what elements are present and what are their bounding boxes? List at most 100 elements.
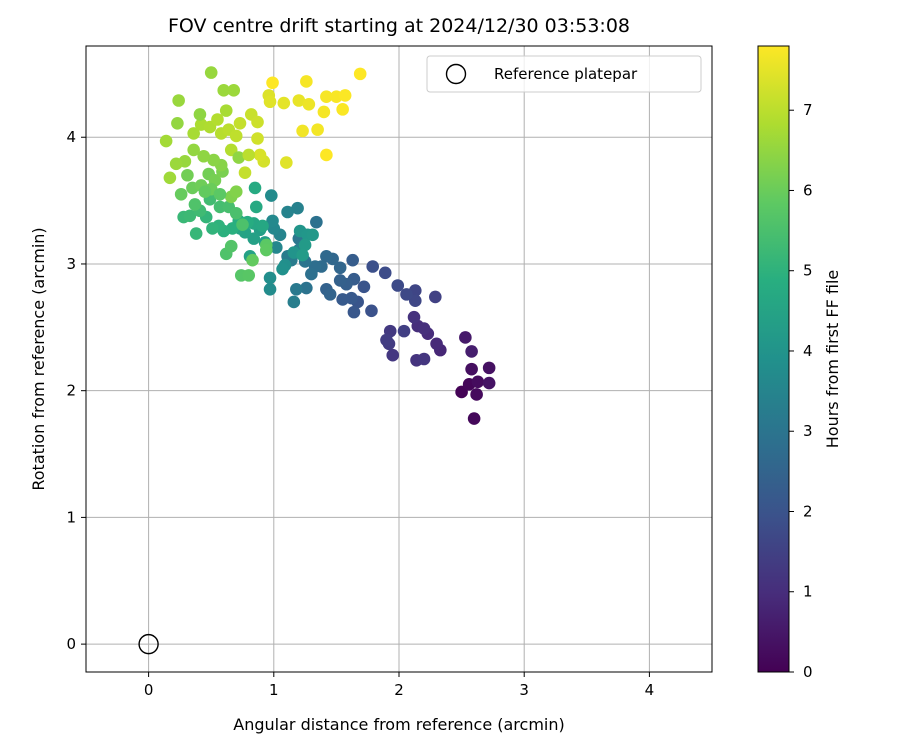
x-tick-label-3: 3	[519, 681, 529, 699]
data-point-8	[459, 331, 472, 344]
data-point-9	[465, 345, 478, 358]
data-point-3	[470, 388, 483, 401]
data-point-47	[305, 267, 318, 281]
data-point-94	[183, 209, 197, 223]
data-point-77	[247, 232, 261, 245]
x-tick-label-0: 0	[144, 681, 154, 699]
colorbar-tick-label-3: 3	[803, 422, 813, 440]
data-point-21	[380, 333, 393, 347]
colorbar-tick-label-2: 2	[803, 502, 813, 520]
data-point-119	[187, 143, 200, 157]
x-tick-label-4: 4	[645, 681, 655, 699]
reference-platepar-marker	[138, 633, 159, 655]
data-point-136	[253, 148, 267, 162]
data-point-7	[482, 376, 496, 390]
colorbar-tick-label-4: 4	[803, 342, 813, 360]
data-point-147	[336, 103, 349, 116]
data-point-100	[236, 218, 249, 231]
data-point-99	[229, 206, 243, 220]
colorbar-label: Hours from first FF file	[823, 270, 842, 449]
legend-marker-open-circle	[445, 63, 467, 85]
data-point-106	[259, 243, 273, 257]
y-axis-ticks: 0 1 2 3 4	[66, 128, 86, 653]
data-point-140	[292, 94, 306, 107]
data-point-23	[429, 290, 442, 304]
data-point-48	[310, 215, 323, 229]
data-point-14	[417, 322, 431, 335]
data-point-117	[207, 153, 221, 167]
data-point-157	[172, 94, 185, 107]
data-point-25	[408, 294, 422, 308]
data-point-22	[397, 324, 411, 338]
data-point-141	[302, 97, 316, 111]
y-tick-label-4: 4	[66, 128, 76, 146]
y-tick-label-2: 2	[66, 382, 76, 400]
data-point-49	[300, 281, 313, 295]
data-point-31	[357, 280, 371, 294]
data-point-131	[233, 116, 247, 130]
data-point-92	[189, 227, 203, 240]
data-point-66	[263, 271, 277, 285]
data-point-15	[407, 310, 421, 324]
data-point-97	[213, 200, 227, 214]
data-point-30	[365, 304, 378, 318]
grid	[86, 46, 712, 672]
data-point-26	[400, 288, 413, 301]
y-axis-label: Rotation from reference (arcmin)	[29, 227, 48, 490]
x-tick-label-1: 1	[269, 681, 279, 699]
colorbar-ticks: 0 1 2 3 4 5 6 7	[789, 101, 813, 681]
data-point-153	[280, 156, 293, 169]
data-point-90	[206, 222, 219, 235]
reference-marker-layer	[138, 633, 159, 655]
data-point-53	[290, 283, 303, 296]
data-point-11	[430, 337, 443, 351]
data-point-44	[320, 250, 333, 263]
y-tick-label-0: 0	[66, 635, 76, 653]
data-point-41	[323, 288, 337, 301]
data-point-130	[229, 129, 243, 143]
data-point-121	[169, 157, 183, 171]
data-point-72	[306, 228, 319, 242]
data-point-18	[386, 348, 400, 362]
data-point-115	[229, 185, 243, 199]
data-point-167	[232, 151, 246, 164]
data-point-64	[264, 189, 278, 202]
data-point-27	[391, 279, 405, 292]
legend: Reference platepar	[426, 55, 702, 93]
data-point-161	[238, 166, 252, 180]
data-point-144	[317, 105, 331, 119]
x-axis-label: Angular distance from reference (arcmin)	[233, 715, 564, 734]
data-point-108	[174, 187, 188, 201]
colorbar-tick-label-0: 0	[803, 663, 813, 681]
colorbar-tick-label-1: 1	[803, 583, 813, 601]
colorbar-tick-label-7: 7	[803, 101, 813, 119]
data-point-145	[320, 90, 333, 103]
chart-title: FOV centre drift starting at 2024/12/30 …	[168, 15, 630, 37]
data-point-35	[336, 293, 349, 306]
x-axis-ticks: 0 1 2 3 4	[144, 672, 654, 699]
data-point-63	[266, 214, 279, 228]
data-point-29	[366, 260, 380, 273]
data-point-74	[296, 248, 309, 262]
data-point-6	[482, 361, 496, 375]
colorbar: 0 1 2 3 4 5 6 7 Hours from first FF file	[757, 45, 842, 681]
data-point-102	[224, 239, 238, 253]
data-point-61	[270, 241, 283, 254]
data-point-123	[159, 134, 173, 148]
data-point-58	[291, 201, 304, 215]
data-point-166	[198, 185, 212, 199]
data-point-168	[242, 148, 256, 162]
data-point-142	[296, 124, 309, 138]
data-point-107	[246, 253, 259, 267]
y-tick-label-1: 1	[66, 508, 76, 526]
data-point-5	[465, 362, 478, 376]
data-point-42	[333, 261, 347, 275]
data-point-160	[219, 104, 233, 117]
data-point-154	[204, 66, 218, 79]
data-point-164	[181, 168, 194, 182]
data-point-148	[338, 89, 352, 102]
data-point-104	[242, 269, 256, 282]
data-point-150	[320, 148, 333, 162]
data-point-84	[248, 181, 262, 195]
